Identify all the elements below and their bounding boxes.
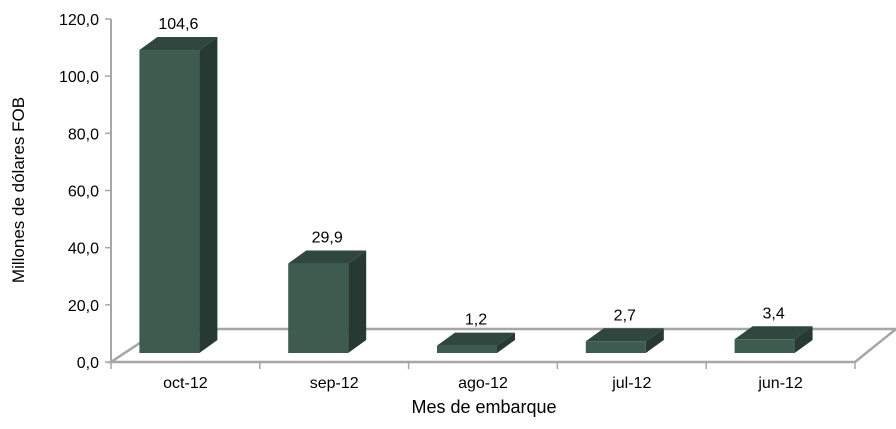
y-tick-label: 120,0: [59, 12, 99, 29]
bar-jul-12: [585, 328, 664, 353]
data-label: 3,4: [762, 305, 784, 322]
bar-side: [794, 326, 813, 353]
bar-jun-12: [734, 326, 813, 353]
y-tick-label: 20,0: [68, 298, 99, 315]
x-axis-title: Mes de embarque: [411, 397, 556, 417]
x-tick-label: ago-12: [458, 375, 508, 392]
bar-oct-12: [139, 37, 218, 353]
y-tick-label: 40,0: [68, 241, 99, 258]
y-tick-label: 0,0: [77, 355, 99, 372]
y-tick-label: 100,0: [59, 69, 99, 86]
data-label: 1,2: [465, 312, 487, 329]
bar-top: [288, 250, 367, 264]
bar-front: [288, 263, 349, 353]
bar-sep-12: [288, 250, 367, 353]
bar-side: [348, 250, 367, 353]
x-tick-label: jun-12: [757, 375, 803, 392]
bar-front: [139, 50, 200, 353]
data-label: 104,6: [158, 16, 198, 33]
bar-side: [497, 332, 515, 353]
bar-front: [437, 345, 497, 353]
data-label: 2,7: [614, 307, 636, 324]
x-tick-label: sep-12: [310, 375, 359, 392]
bar-top: [585, 328, 664, 342]
bar-top: [139, 37, 218, 51]
y-tick-label: 60,0: [68, 184, 99, 201]
bar-front: [585, 341, 646, 353]
bar-ago-12: [437, 332, 515, 353]
bar-side: [645, 328, 664, 353]
y-axis-title: Millones de dólares FOB: [9, 97, 28, 283]
bar-front: [734, 339, 795, 353]
data-label: 29,9: [312, 230, 343, 247]
x-tick-label: jul-12: [611, 375, 651, 392]
x-tick-label: oct-12: [163, 375, 208, 392]
bar-top: [734, 326, 813, 340]
y-tick-label: 80,0: [68, 126, 99, 143]
bar-side: [199, 37, 218, 353]
bar-top: [437, 332, 515, 346]
